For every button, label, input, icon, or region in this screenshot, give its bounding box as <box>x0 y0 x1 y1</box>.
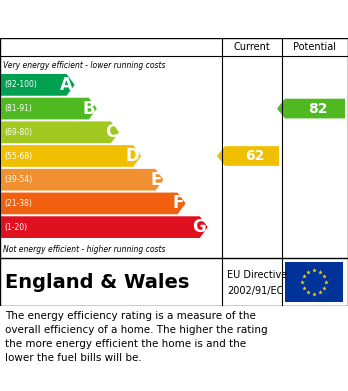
Polygon shape <box>1 169 164 190</box>
Text: England & Wales: England & Wales <box>5 273 189 292</box>
Polygon shape <box>1 122 119 143</box>
Text: 82: 82 <box>308 102 328 116</box>
Text: (21-38): (21-38) <box>4 199 32 208</box>
Polygon shape <box>277 99 345 118</box>
Polygon shape <box>1 74 74 96</box>
Bar <box>285 262 343 302</box>
Text: B: B <box>82 100 95 118</box>
Text: A: A <box>60 76 73 94</box>
Polygon shape <box>1 98 97 119</box>
Text: D: D <box>125 147 139 165</box>
Text: (92-100): (92-100) <box>4 81 37 90</box>
Text: EU Directive: EU Directive <box>227 270 287 280</box>
Text: The energy efficiency rating is a measure of the
overall efficiency of a home. T: The energy efficiency rating is a measur… <box>5 311 268 363</box>
Text: (81-91): (81-91) <box>4 104 32 113</box>
Text: (1-20): (1-20) <box>4 222 27 231</box>
Text: Potential: Potential <box>293 42 337 52</box>
Text: Energy Efficiency Rating: Energy Efficiency Rating <box>10 10 239 28</box>
Text: Very energy efficient - lower running costs: Very energy efficient - lower running co… <box>3 61 166 70</box>
Text: 62: 62 <box>245 149 265 163</box>
Text: G: G <box>192 218 206 236</box>
Text: (69-80): (69-80) <box>4 128 32 137</box>
Text: C: C <box>105 123 117 141</box>
Text: (39-54): (39-54) <box>4 175 32 184</box>
Polygon shape <box>217 146 279 166</box>
Polygon shape <box>1 145 141 167</box>
Text: E: E <box>150 171 161 189</box>
Text: F: F <box>172 194 184 212</box>
Polygon shape <box>1 216 208 238</box>
Polygon shape <box>1 193 185 214</box>
Text: (55-68): (55-68) <box>4 151 32 160</box>
Text: 2002/91/EC: 2002/91/EC <box>227 286 283 296</box>
Text: Not energy efficient - higher running costs: Not energy efficient - higher running co… <box>3 246 166 255</box>
Text: Current: Current <box>234 42 270 52</box>
